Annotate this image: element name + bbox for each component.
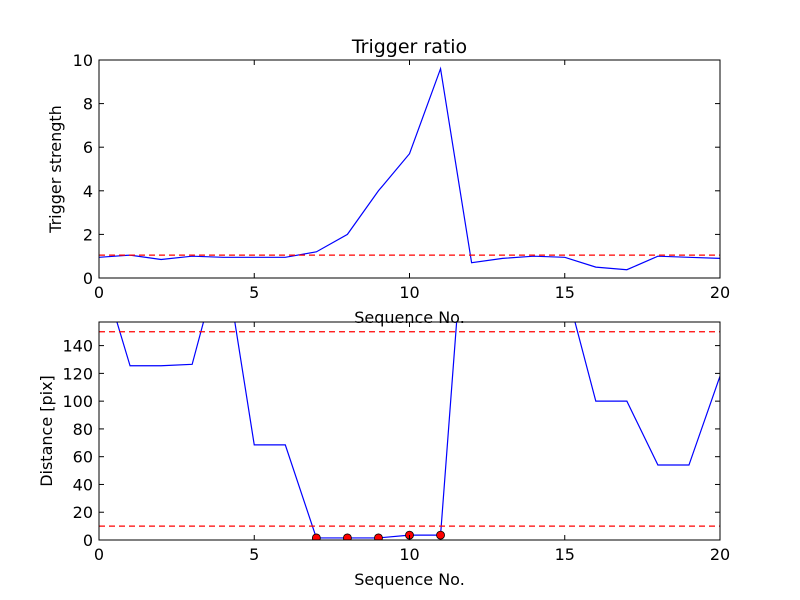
y-axis-label: Trigger strength (46, 105, 65, 234)
x-tick-label: 0 (94, 545, 104, 564)
y-tick-label: 120 (62, 364, 93, 383)
y-tick-label: 4 (83, 182, 93, 201)
x-tick-label: 15 (555, 283, 575, 302)
x-tick-label: 10 (399, 545, 419, 564)
tick-group: 0 5 10 15 20 0 2 4 6 8 10 (73, 51, 731, 302)
x-tick-label: 15 (555, 545, 575, 564)
data-point-marker (311, 533, 321, 540)
tick-group: 0 5 10 15 20 0 20 40 60 80 100 120 140 (62, 322, 730, 564)
data-point-marker (374, 533, 383, 540)
y-tick-label: 2 (83, 225, 93, 244)
plot-area (99, 66, 720, 271)
data-point-marker (343, 533, 352, 540)
plot-area (99, 322, 720, 540)
x-tick-label: 5 (249, 283, 259, 302)
y-tick-label: 10 (73, 51, 93, 70)
x-tick-label: 20 (710, 545, 730, 564)
axes-frame (98, 59, 721, 279)
x-tick-label: 20 (710, 283, 730, 302)
x-axis-label: Sequence No. (354, 570, 465, 589)
axes-frame (98, 321, 721, 541)
y-tick-label: 60 (73, 448, 93, 467)
x-tick-label: 0 (94, 283, 104, 302)
y-tick-label: 0 (83, 531, 93, 550)
data-point-marker (436, 530, 445, 540)
y-tick-label: 80 (73, 420, 93, 439)
series-line (116, 322, 720, 539)
x-tick-label: 5 (249, 545, 259, 564)
y-tick-label: 0 (83, 269, 93, 288)
y-tick-label: 20 (73, 503, 93, 522)
y-tick-label: 40 (73, 475, 93, 494)
y-tick-label: 6 (83, 138, 93, 157)
chart-title: Trigger ratio (351, 36, 467, 58)
y-tick-label: 8 (83, 95, 93, 114)
y-axis-label: Distance [pix] (37, 375, 56, 487)
x-tick-label: 10 (399, 283, 419, 302)
y-tick-label: 100 (62, 392, 93, 411)
y-tick-label: 140 (62, 337, 93, 356)
series-line (99, 66, 720, 271)
